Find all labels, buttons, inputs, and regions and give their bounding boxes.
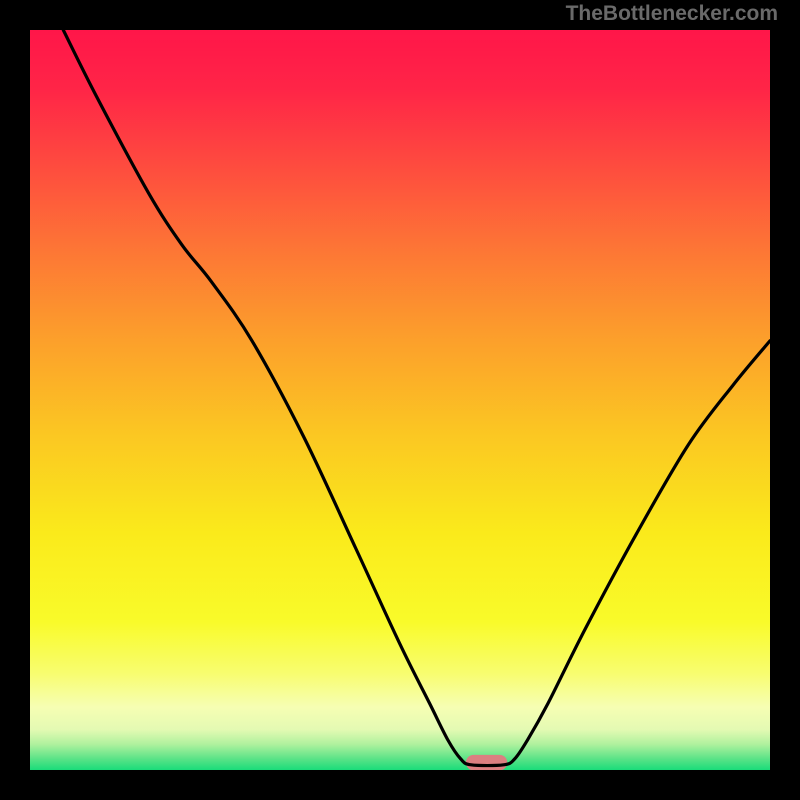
- gradient-background: [30, 30, 770, 770]
- watermark-text: TheBottlenecker.com: [566, 2, 778, 26]
- chart-svg: [30, 30, 770, 770]
- plot-area: [30, 30, 770, 770]
- optimal-marker: [466, 755, 507, 770]
